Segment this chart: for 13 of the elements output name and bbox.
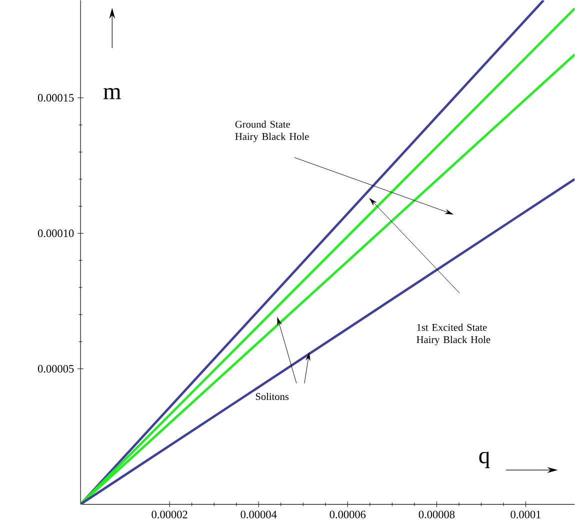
y-tick-label: 0.00010 [38, 230, 74, 238]
x-tick-label: 0.00006 [330, 510, 366, 518]
y-tick-label: 0.00015 [38, 94, 74, 102]
annotation: Solitons [256, 392, 289, 400]
x-tick-label: 0.00004 [240, 510, 277, 518]
annotation: 1st Excited State Hairy Black Hole [416, 324, 490, 346]
x-axis-title: q [479, 452, 490, 468]
y-tick-label: 0.00005 [38, 365, 74, 373]
annotation: Ground State Hairy Black Hole [235, 120, 309, 142]
y-axis-title: m [104, 88, 121, 100]
x-tick-label: 0.00008 [418, 510, 455, 518]
x-tick-label: 0.0001 [510, 510, 541, 518]
x-tick-label: 0.00002 [152, 510, 188, 518]
